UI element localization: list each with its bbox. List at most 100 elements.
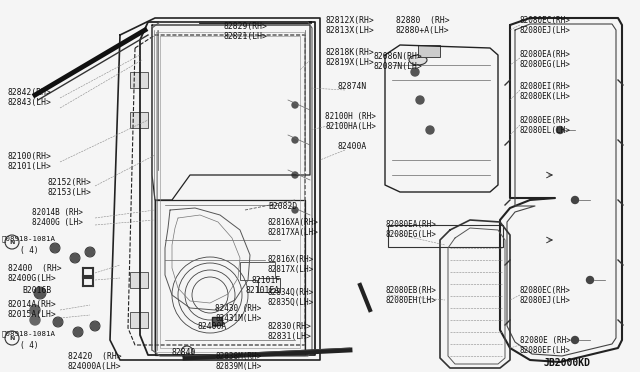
Text: 82400A: 82400A [338,142,367,151]
Text: 82080EB(RH>: 82080EB(RH> [386,286,437,295]
Text: 82819X(LH>: 82819X(LH> [325,58,374,67]
Text: 82420  (RH>: 82420 (RH> [68,352,122,361]
Text: 82816X(RH>: 82816X(RH> [268,255,314,264]
Text: 82817XA(LH>: 82817XA(LH> [268,228,319,237]
Text: 82874N: 82874N [338,82,367,91]
Circle shape [586,276,593,283]
Text: 82087N(LH>: 82087N(LH> [374,62,423,71]
Text: 82812X(RH>: 82812X(RH> [325,16,374,25]
Text: 82080EA(RH>: 82080EA(RH> [520,50,571,59]
Text: 82813X(LH>: 82813X(LH> [325,26,374,35]
Text: 82080EL(LH>: 82080EL(LH> [520,126,571,135]
Text: JB2000KD: JB2000KD [544,358,591,368]
Text: ( 4): ( 4) [20,341,38,350]
Text: 82840: 82840 [172,348,196,357]
Text: 82152(RH>: 82152(RH> [48,178,92,187]
Circle shape [51,244,59,252]
Text: ⓝ08918-1081A: ⓝ08918-1081A [2,235,56,241]
Text: 82080E (RH>: 82080E (RH> [520,336,571,345]
Text: N: N [10,336,15,340]
Text: 82431M(LH>: 82431M(LH> [215,314,261,323]
Circle shape [292,207,298,213]
Text: 82080EJ(LH>: 82080EJ(LH> [520,296,571,305]
Text: ⓝ08918-1081A: ⓝ08918-1081A [2,330,56,337]
Circle shape [292,102,298,108]
Text: 82100(RH>: 82100(RH> [8,152,52,161]
Text: 82100HA(LH>: 82100HA(LH> [325,122,376,131]
Text: 82816XA(RH>: 82816XA(RH> [268,218,319,227]
Circle shape [181,346,193,358]
Text: 82014A(RH>: 82014A(RH> [8,300,57,309]
Text: 82014B (RH>: 82014B (RH> [32,208,83,217]
Text: B2016B: B2016B [22,286,51,295]
Text: 824000A(LH>: 824000A(LH> [68,362,122,371]
Bar [418,45,440,57]
Text: 82818K(RH>: 82818K(RH> [325,48,374,57]
Circle shape [557,126,563,134]
Circle shape [35,288,45,298]
Circle shape [86,248,94,256]
Text: 82101FA: 82101FA [246,286,280,295]
Text: 82080EG(LH>: 82080EG(LH> [386,230,437,239]
Text: 82080EE(RH>: 82080EE(RH> [520,116,571,125]
Bar [130,312,148,328]
Circle shape [5,235,19,249]
Text: 82834Q(RH>: 82834Q(RH> [268,288,314,297]
Text: 82100H (RH>: 82100H (RH> [325,112,376,121]
Bar [240,262,275,280]
Bar [388,225,503,247]
Text: 82153(LH>: 82153(LH> [48,188,92,197]
Text: 82101F: 82101F [252,276,281,285]
Text: 82080EC(RH>: 82080EC(RH> [520,16,571,25]
Bar [130,112,148,128]
Text: 82835Q(LH>: 82835Q(LH> [268,298,314,307]
Bar [130,272,148,288]
Text: 82400  (RH>: 82400 (RH> [8,264,61,273]
Circle shape [572,196,579,203]
Circle shape [292,137,298,143]
Circle shape [74,328,82,336]
Text: 82821(LH>: 82821(LH> [223,32,267,41]
Text: 82842(RH>: 82842(RH> [8,88,52,97]
Text: 82080EF(LH>: 82080EF(LH> [520,346,571,355]
Text: 82838M(RH>: 82838M(RH> [215,352,261,361]
Text: 82080EG(LH>: 82080EG(LH> [520,60,571,69]
Circle shape [30,305,40,315]
Circle shape [5,331,19,345]
Text: 82080EA(RH>: 82080EA(RH> [386,220,437,229]
Circle shape [91,322,99,330]
Text: 82101(LH>: 82101(LH> [8,162,52,171]
Circle shape [416,96,424,104]
Circle shape [54,318,62,326]
Text: 82080EC(RH>: 82080EC(RH> [520,286,571,295]
Text: 82080EI(RH>: 82080EI(RH> [520,82,571,91]
Bar [130,72,148,88]
Bar [212,317,222,325]
Circle shape [572,337,579,343]
Text: 82015A(LH>: 82015A(LH> [8,310,57,319]
Text: 82400A: 82400A [198,322,227,331]
Text: 82080EH(LH>: 82080EH(LH> [386,296,437,305]
Text: 82400G (LH>: 82400G (LH> [32,218,83,227]
Text: 82880  (RH>: 82880 (RH> [396,16,450,25]
Circle shape [71,254,79,262]
Circle shape [292,172,298,178]
Text: 82831(LH>: 82831(LH> [268,332,312,341]
Text: B2082D: B2082D [268,202,297,211]
Bar [258,278,280,292]
Text: N: N [10,240,15,244]
Circle shape [426,126,434,134]
Circle shape [411,68,419,76]
Text: 82843(LH>: 82843(LH> [8,98,52,107]
Text: 82430 (RH>: 82430 (RH> [215,304,261,313]
Ellipse shape [409,55,427,65]
Text: ( 4): ( 4) [20,246,38,255]
Text: 82830(RH>: 82830(RH> [268,322,312,331]
Text: 82839M(LH>: 82839M(LH> [215,362,261,371]
Text: 82829(RH>: 82829(RH> [223,22,267,31]
Text: 82880+A(LH>: 82880+A(LH> [396,26,450,35]
Text: 82400G(LH>: 82400G(LH> [8,274,57,283]
Text: 82080EJ(LH>: 82080EJ(LH> [520,26,571,35]
Text: 82817X(LH>: 82817X(LH> [268,265,314,274]
Text: 82086N(RH>: 82086N(RH> [374,52,423,61]
